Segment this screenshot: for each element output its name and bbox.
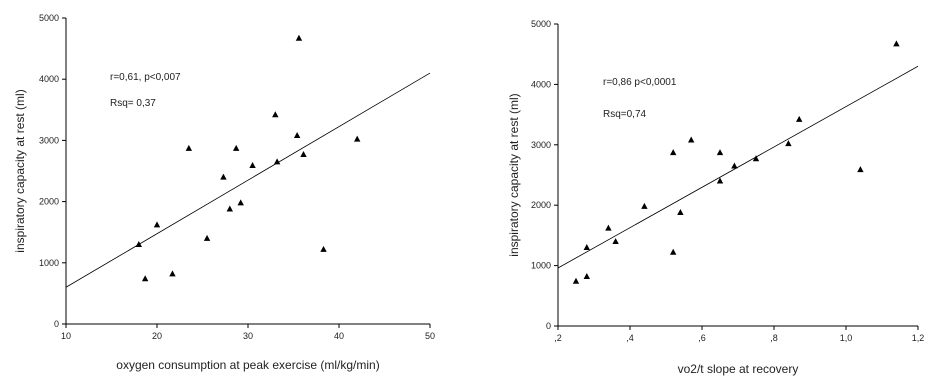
x-tick-label: 40 [334,331,344,341]
y-tick-label: 5000 [39,13,59,23]
data-point-triangle [153,221,161,228]
x-tick-label: 20 [152,331,162,341]
regression-line [557,65,919,269]
data-point-triangle [226,205,233,212]
data-point-triangle [857,166,864,173]
y-tick-label: 0 [546,321,551,331]
data-point-triangle [796,115,803,122]
data-point-triangle [295,34,303,41]
data-point-triangle [572,277,580,284]
data-point-triangle [612,237,619,244]
y-tick-label: 4000 [531,79,551,89]
data-point-triangle [731,162,738,169]
y-tick-label: 2000 [39,197,59,207]
stats-annotation: Rsq=0,74 [603,109,647,120]
stats-annotation: Rsq= 0,37 [110,98,156,109]
y-tick-label: 4000 [39,74,59,84]
x-axis-title: vo2/t slope at recovery [678,362,799,376]
data-point-triangle [716,149,724,156]
left-scatter-plot: 0 1000 2000 3000 4000 5000 10 20 30 40 50 r=0,61, p… [13,13,435,372]
x-tick-label: ,6 [698,333,706,343]
y-tick-label: 3000 [531,140,551,150]
data-point-triangle [677,208,684,215]
data-point-triangle [320,245,327,252]
x-tick-label: 10 [61,331,71,341]
y-tick-label: 2000 [531,200,551,210]
data-point-triangle [354,135,361,142]
y-tick-label: 0 [54,319,59,329]
stats-annotation: r=0,86 p<0,0001 [603,77,677,88]
data-point-triangle [716,177,724,184]
data-point-triangle [237,199,244,206]
data-point-triangle [893,40,900,47]
x-tick-label: ,4 [626,333,634,343]
x-axis-title: oxygen consumption at peak exercise (ml/… [116,358,379,372]
data-point-triangle [670,248,677,255]
regression-line [65,72,431,288]
data-point-triangle [203,234,211,241]
data-point-triangle [688,136,695,143]
y-axis-title: inspiratory capacity at rest (ml) [507,93,521,256]
x-tick-label: 1,0 [840,333,853,343]
data-point-triangle [220,173,227,180]
data-point-triangle [583,243,590,250]
data-point-triangle [249,161,256,168]
data-point-triangle [605,224,612,231]
data-point-triangle [273,158,281,165]
data-point-triangle [583,272,590,279]
data-point-triangle [232,144,240,151]
data-point-triangle [169,270,176,277]
data-point-triangle [293,132,301,139]
y-tick-label: 5000 [531,19,551,29]
data-point-triangle [141,275,149,282]
y-tick-label: 1000 [531,261,551,271]
right-scatter-plot: 0 1000 2000 3000 4000 5000 ,2 ,4 ,6 ,8 1,0 1,2 r=0,8… [507,19,924,376]
data-point-triangle [300,150,307,157]
stats-annotation: r=0,61, p<0,007 [110,72,181,83]
data-point-triangle [641,202,648,209]
data-point-triangle [135,240,142,247]
data-point-triangle [185,144,193,151]
x-tick-label: 50 [425,331,435,341]
data-point-triangle [272,111,279,118]
x-tick-label: ,2 [554,333,562,343]
data-point-triangle [752,155,760,162]
data-point-triangle [785,140,792,147]
y-tick-label: 3000 [39,135,59,145]
y-axis-title: inspiratory capacity at rest (ml) [13,89,27,252]
x-tick-label: 1,2 [912,333,925,343]
y-tick-label: 1000 [39,258,59,268]
data-point-triangle [670,149,677,156]
x-tick-label: ,8 [770,333,778,343]
x-tick-label: 30 [243,331,253,341]
